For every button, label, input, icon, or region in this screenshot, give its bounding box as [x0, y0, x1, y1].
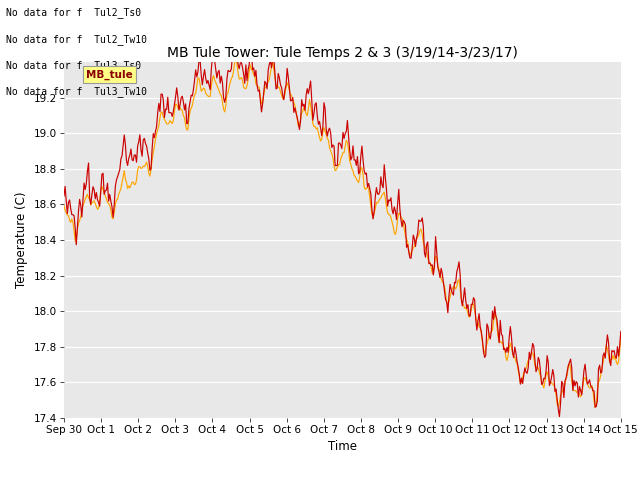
Text: No data for f  Tul3_Tw10: No data for f Tul3_Tw10	[6, 86, 147, 97]
Text: MB_tule: MB_tule	[86, 69, 133, 80]
Text: No data for f  Tul2_Ts0: No data for f Tul2_Ts0	[6, 7, 141, 18]
Y-axis label: Temperature (C): Temperature (C)	[15, 192, 28, 288]
Text: No data for f  Tul2_Tw10: No data for f Tul2_Tw10	[6, 34, 147, 45]
Title: MB Tule Tower: Tule Temps 2 & 3 (3/19/14-3/23/17): MB Tule Tower: Tule Temps 2 & 3 (3/19/14…	[167, 46, 518, 60]
X-axis label: Time: Time	[328, 440, 357, 453]
Text: No data for f  Tul3_Ts0: No data for f Tul3_Ts0	[6, 60, 141, 71]
